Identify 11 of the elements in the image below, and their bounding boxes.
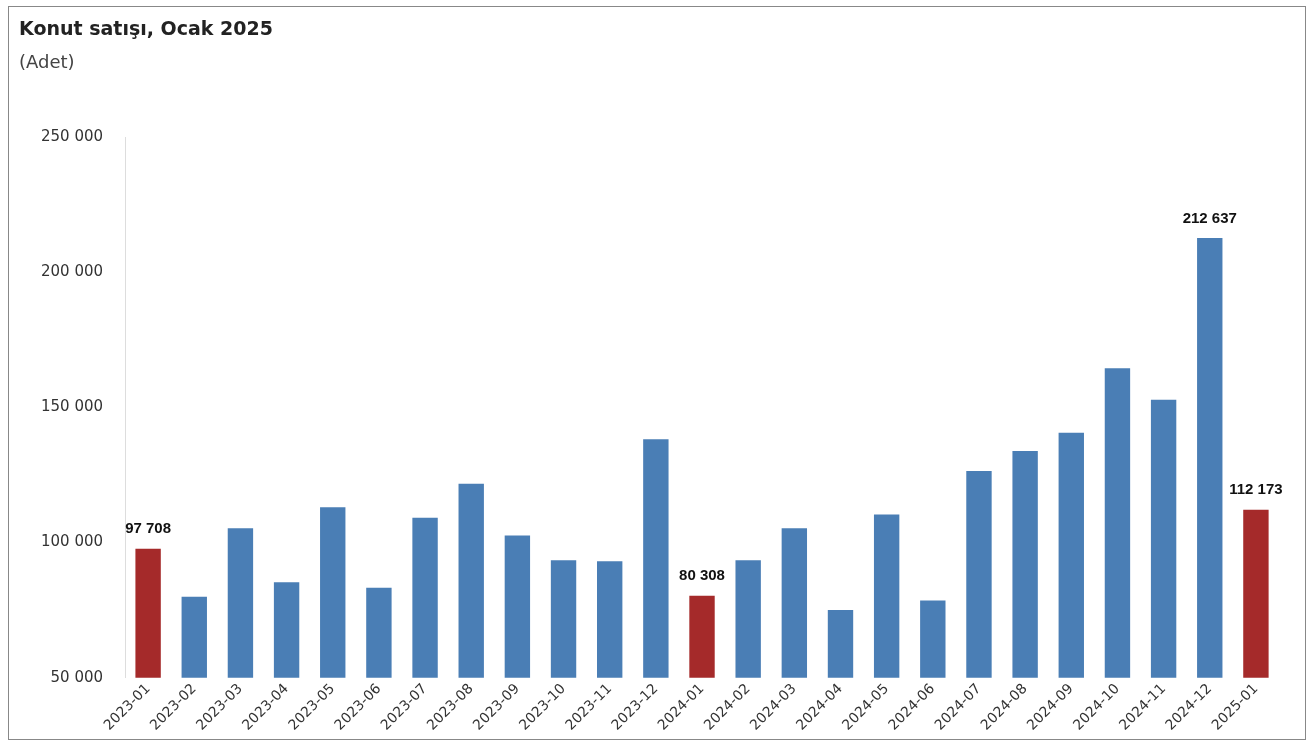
chart-title: Konut satışı, Ocak 2025 [19, 17, 273, 39]
data-label: 212 637 [1182, 208, 1237, 226]
y-tick-label: 150 000 [41, 397, 104, 416]
y-tick-label: 50 000 [50, 667, 104, 686]
chart-subtitle: (Adet) [19, 51, 75, 72]
y-tick-label: 100 000 [41, 532, 104, 551]
y-tick-label: 250 000 [41, 126, 104, 145]
data-label: 112 173 [1229, 480, 1283, 498]
y-tick-label: 200 000 [41, 262, 104, 281]
data-label: 80 308 [679, 566, 725, 584]
data-label: 97 708 [125, 519, 172, 537]
